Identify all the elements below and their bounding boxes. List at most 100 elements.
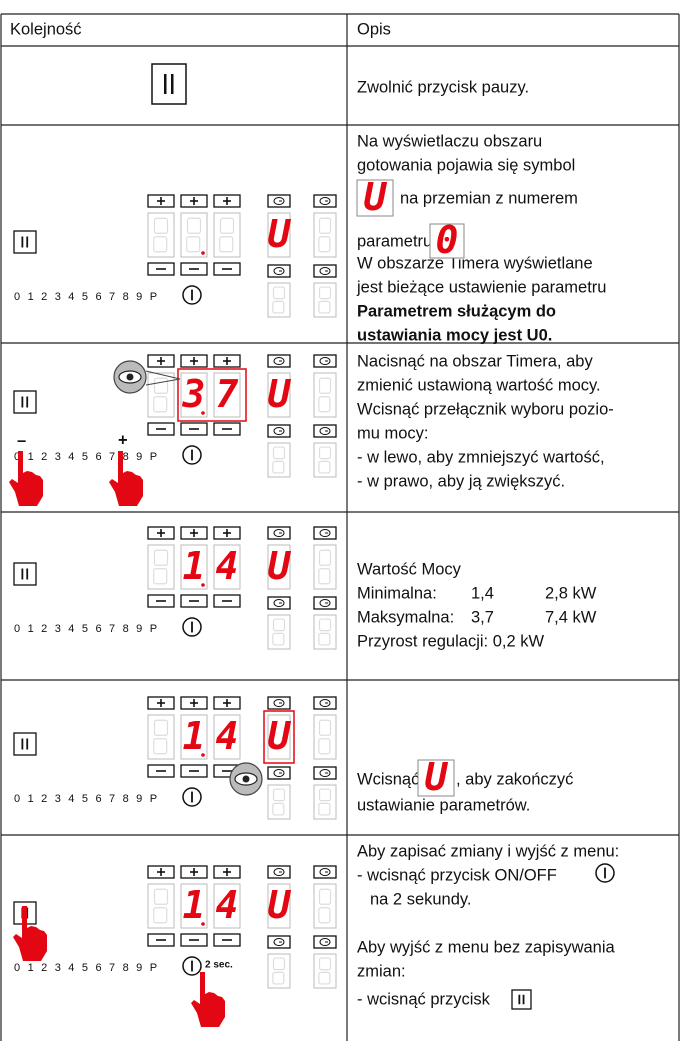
- description-line: Aby wyjść z menu bez zapisywania: [357, 938, 616, 956]
- plus-button: [213, 526, 241, 540]
- power-button: [182, 617, 202, 637]
- icon: [273, 427, 285, 435]
- description-line: Wcisnąć przełącznik wyboru pozio-: [357, 400, 614, 418]
- description-line: 3,7: [471, 608, 494, 626]
- icon: [273, 197, 285, 205]
- display-lit: [213, 714, 241, 760]
- icon: [319, 769, 331, 777]
- description-line: ustawiania mocy jest U0.: [357, 326, 552, 344]
- segment-display: [147, 372, 175, 418]
- pointing-hand: [191, 972, 225, 1027]
- ghost-segment: [153, 907, 168, 924]
- display-frame: [313, 953, 337, 989]
- description-line: zmian:: [357, 962, 406, 980]
- display-frame: [313, 544, 337, 590]
- description-line: - w prawo, aby ją zwiększyć.: [357, 472, 565, 490]
- clock-button: [267, 424, 291, 438]
- button-frame: [13, 732, 37, 756]
- hold-label: 2 sec.: [205, 960, 233, 971]
- display-digit: 3: [182, 372, 206, 416]
- display-lit: [267, 714, 291, 760]
- description-line: Parametrem służącym do: [357, 302, 556, 320]
- ghost-segment: [318, 300, 331, 314]
- icon: [26, 907, 29, 919]
- minus-button: [213, 933, 241, 947]
- clock-button: [313, 424, 337, 438]
- minus-button: [180, 933, 208, 947]
- display-frame: [313, 784, 337, 820]
- display-digit: 1: [183, 883, 206, 927]
- ghost-segment: [153, 568, 168, 585]
- display-frame: [147, 714, 175, 760]
- description-line: Wartość Mocy: [357, 560, 462, 578]
- segment-display: [147, 883, 175, 929]
- display-lit: [180, 544, 208, 590]
- timer-digit: U: [268, 883, 292, 927]
- eye-icon: [229, 762, 263, 796]
- icon: [319, 267, 331, 275]
- ghost-segment: [318, 618, 332, 632]
- ghost-segment: [219, 217, 235, 234]
- highlight: [177, 368, 247, 422]
- slider-mark: –: [17, 431, 26, 449]
- segment-display: [267, 282, 291, 318]
- pause-button: [13, 562, 37, 586]
- ghost-segment: [318, 377, 332, 394]
- icon: [273, 938, 285, 946]
- pointing-hand: [9, 451, 43, 506]
- description-line: Zwolnić przycisk pauzy.: [357, 78, 529, 96]
- segment-display: [147, 544, 175, 590]
- icon: [26, 236, 29, 248]
- power-scale: 0 1 2 3 4 5 6 7 8 9 P: [14, 962, 159, 974]
- icon: [26, 568, 29, 580]
- button-frame: [13, 230, 37, 254]
- description-line: W obszarze Timera wyświetlane: [357, 254, 593, 272]
- display-frame: [313, 282, 337, 318]
- power-button: [182, 956, 202, 976]
- ghost-segment: [318, 788, 332, 802]
- ghost-segment: [186, 217, 202, 234]
- power-button: [595, 863, 615, 883]
- decimal-point: [201, 251, 205, 255]
- segment-display: [147, 714, 175, 760]
- pointer: [145, 370, 181, 380]
- icon: [242, 775, 250, 783]
- pointing-hand: [13, 906, 47, 961]
- ghost-segment: [272, 618, 286, 632]
- icon: [522, 994, 525, 1005]
- display-digit: 1: [183, 714, 206, 758]
- pause-button: [13, 732, 37, 756]
- pause-button-large: [151, 63, 187, 105]
- display-digit: 7: [216, 372, 239, 416]
- ghost-segment: [272, 446, 286, 460]
- segment-display: [313, 883, 337, 929]
- minus-button: [147, 594, 175, 608]
- pause-button: [13, 230, 37, 254]
- clock-button: [267, 865, 291, 879]
- display-frame: [313, 212, 337, 258]
- clock-button: [313, 596, 337, 610]
- plus-button: [147, 354, 175, 368]
- minus-button: [147, 933, 175, 947]
- display-digit: 4: [216, 714, 239, 758]
- display-frame: [267, 282, 291, 318]
- clock-button: [313, 194, 337, 208]
- clock-button: [313, 264, 337, 278]
- ghost-segment: [318, 446, 332, 460]
- segment-display: [313, 372, 337, 418]
- description-line: Aby zapisać zmiany i wyjść z menu:: [357, 842, 619, 860]
- decimal-point: [201, 583, 205, 587]
- plus-button: [213, 354, 241, 368]
- icon: [26, 738, 29, 750]
- symbol-frame: [356, 179, 394, 217]
- segment-display: [267, 614, 291, 650]
- icon: [273, 357, 285, 365]
- ghost-segment: [318, 802, 331, 816]
- icon: [273, 529, 285, 537]
- clock-button: [267, 354, 291, 368]
- table-grid: [0, 13, 680, 1041]
- display-lit: [180, 372, 208, 418]
- icon: [21, 738, 24, 750]
- power-scale: 0 1 2 3 4 5 6 7 8 9 P: [14, 451, 159, 463]
